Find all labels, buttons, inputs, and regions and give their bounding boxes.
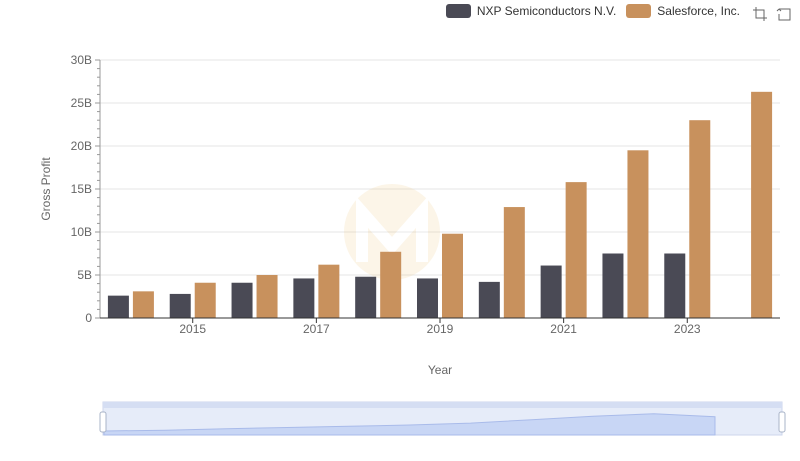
- bar-salesforce[interactable]: [380, 251, 402, 318]
- bar-salesforce[interactable]: [318, 264, 340, 318]
- y-axis-title: Gross Profit: [39, 157, 53, 221]
- zoom-preview-area: [103, 413, 716, 436]
- restore-icon[interactable]: [776, 6, 792, 22]
- x-tick-label: 2019: [427, 322, 454, 336]
- x-tick-label: 2017: [303, 322, 330, 336]
- bar-salesforce[interactable]: [627, 150, 649, 318]
- x-tick-label: 2021: [550, 322, 577, 336]
- grid-lines: [100, 59, 780, 276]
- y-tick-label: 10B: [71, 225, 92, 239]
- zoom-handle-right[interactable]: [778, 411, 786, 433]
- zoom-icon[interactable]: [752, 6, 768, 22]
- zoom-top-bar[interactable]: [103, 402, 782, 408]
- y-tick-label: 15B: [71, 182, 92, 196]
- bar-nxp[interactable]: [293, 278, 315, 318]
- bar-nxp[interactable]: [107, 295, 129, 318]
- legend-label-nxp: NXP Semiconductors N.V.: [476, 4, 617, 18]
- legend-item-nxp[interactable]: NXP Semiconductors N.V.: [445, 4, 617, 18]
- y-tick-label: 5B: [77, 268, 92, 282]
- bar-nxp[interactable]: [355, 276, 377, 318]
- legend-swatch-nxp: [445, 4, 471, 18]
- chart-toolbox: [752, 6, 792, 22]
- axes: 0 5B 10B 15B 20B 25B 30B 2015 2017 2019 2021 2023: [71, 53, 780, 336]
- bar-salesforce[interactable]: [132, 291, 154, 318]
- y-tick-label: 30B: [71, 53, 92, 67]
- watermark-logo: [344, 184, 440, 280]
- y-tick-label: 25B: [71, 96, 92, 110]
- bar-salesforce[interactable]: [194, 282, 216, 318]
- legend-item-salesforce[interactable]: Salesforce, Inc.: [626, 4, 740, 18]
- bar-nxp[interactable]: [478, 281, 500, 318]
- bar-salesforce[interactable]: [751, 91, 773, 318]
- bar-nxp[interactable]: [169, 293, 191, 318]
- bar-nxp[interactable]: [231, 282, 253, 318]
- x-axis-title: Year: [428, 363, 452, 377]
- x-tick-label: 2023: [674, 322, 701, 336]
- bars: [107, 91, 773, 319]
- x-tick-label: 2015: [179, 322, 206, 336]
- bar-nxp[interactable]: [540, 265, 562, 318]
- zoom-handle-left[interactable]: [99, 411, 107, 433]
- legend-label-salesforce: Salesforce, Inc.: [657, 4, 740, 18]
- bar-salesforce[interactable]: [689, 120, 711, 318]
- chart-legend: NXP Semiconductors N.V. Salesforce, Inc.: [445, 4, 740, 18]
- bar-salesforce[interactable]: [442, 233, 463, 318]
- legend-swatch-salesforce: [626, 4, 652, 18]
- bar-salesforce[interactable]: [565, 182, 587, 318]
- bar-salesforce[interactable]: [503, 207, 525, 318]
- bar-nxp[interactable]: [417, 278, 438, 318]
- y-tick-label: 0: [85, 311, 92, 325]
- y-tick-label: 20B: [71, 139, 92, 153]
- bar-nxp[interactable]: [602, 253, 624, 319]
- data-zoom-slider[interactable]: [99, 401, 786, 436]
- bar-nxp[interactable]: [664, 253, 686, 319]
- bar-salesforce[interactable]: [256, 275, 278, 318]
